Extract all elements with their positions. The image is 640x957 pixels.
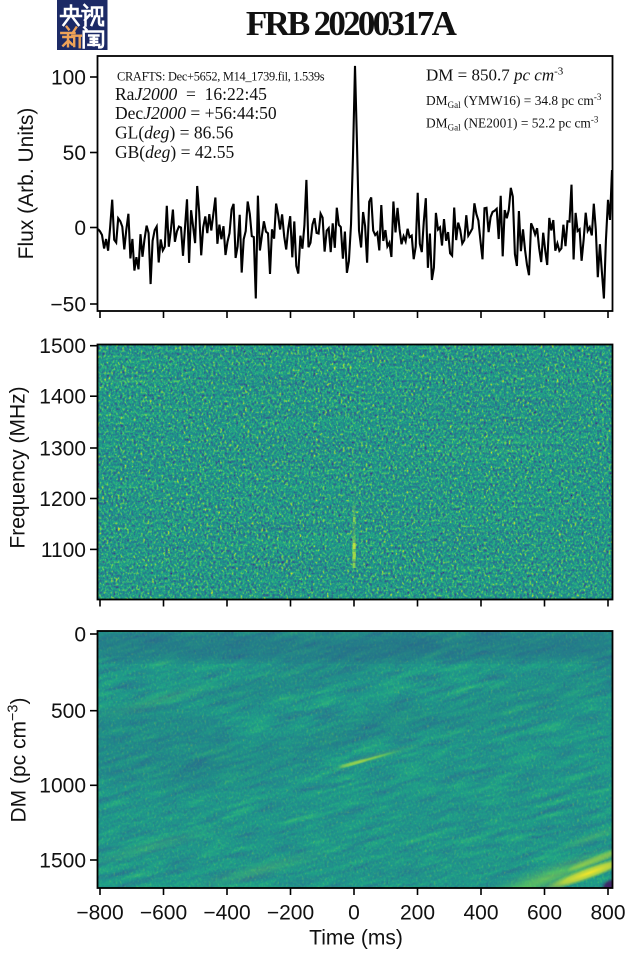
svg-text:800: 800 <box>590 902 625 925</box>
svg-text:0: 0 <box>348 902 360 925</box>
svg-text:−800: −800 <box>76 902 123 925</box>
svg-text:0: 0 <box>74 217 86 240</box>
svg-text:100: 100 <box>51 66 86 89</box>
svg-text:1500: 1500 <box>39 849 86 872</box>
svg-text:DMGal (YMW16) = 34.8 pc cm-3: DMGal (YMW16) = 34.8 pc cm-3 <box>426 92 602 110</box>
svg-text:RaJ2000 = 16:22:45: RaJ2000 = 16:22:45 <box>115 84 267 104</box>
svg-text:0: 0 <box>74 623 86 646</box>
svg-text:1500: 1500 <box>39 335 86 358</box>
svg-text:200: 200 <box>400 902 435 925</box>
svg-text:400: 400 <box>463 902 498 925</box>
svg-text:Frequency (MHz): Frequency (MHz) <box>7 386 30 548</box>
svg-text:CRAFTS: Dec+5652, M14_1739.fil: CRAFTS: Dec+5652, M14_1739.fil, 1.539s <box>117 70 325 84</box>
svg-text:−600: −600 <box>140 902 187 925</box>
svg-text:DM (pc cm−3): DM (pc cm−3) <box>6 697 31 822</box>
svg-text:DM = 850.7 pc cm-3: DM = 850.7 pc cm-3 <box>426 66 564 85</box>
svg-text:Flux (Arb. Units): Flux (Arb. Units) <box>15 108 38 260</box>
svg-text:GB(deg) = 42.55: GB(deg) = 42.55 <box>115 142 234 162</box>
svg-text:−50: −50 <box>50 293 86 316</box>
svg-text:600: 600 <box>527 902 562 925</box>
svg-text:Time (ms): Time (ms) <box>309 927 403 950</box>
svg-text:−400: −400 <box>203 902 250 925</box>
svg-text:FRB 20200317A: FRB 20200317A <box>246 4 458 43</box>
svg-text:1000: 1000 <box>39 775 86 798</box>
svg-text:1400: 1400 <box>39 386 86 409</box>
svg-text:−200: −200 <box>267 902 314 925</box>
svg-text:1100: 1100 <box>41 539 86 562</box>
svg-text:50: 50 <box>63 142 86 165</box>
svg-text:GL(deg) = 86.56: GL(deg) = 86.56 <box>115 123 234 143</box>
svg-text:1300: 1300 <box>39 437 86 460</box>
svg-text:1200: 1200 <box>39 488 86 511</box>
svg-text:DecJ2000 = +56:44:50: DecJ2000 = +56:44:50 <box>115 103 277 123</box>
svg-text:DMGal (NE2001) = 52.2 pc cm-3: DMGal (NE2001) = 52.2 pc cm-3 <box>426 114 599 132</box>
svg-text:500: 500 <box>51 700 86 723</box>
